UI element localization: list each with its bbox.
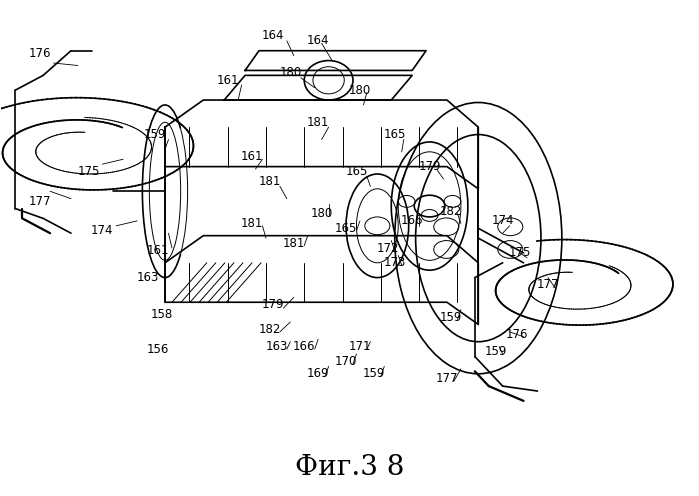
Text: 177: 177 [537, 278, 559, 292]
Text: 182: 182 [258, 323, 280, 336]
Text: 161: 161 [240, 150, 264, 163]
Text: 156: 156 [147, 343, 169, 356]
Text: 180: 180 [349, 84, 371, 97]
Text: 166: 166 [401, 214, 424, 227]
Text: 172: 172 [377, 242, 399, 254]
Text: 176: 176 [505, 328, 528, 341]
Text: 177: 177 [29, 194, 51, 208]
Text: 181: 181 [282, 237, 305, 249]
Text: 163: 163 [136, 271, 159, 284]
Text: 169: 169 [307, 367, 329, 380]
Text: 163: 163 [265, 340, 287, 353]
Text: 175: 175 [509, 247, 531, 259]
Text: 166: 166 [293, 340, 315, 353]
Text: 165: 165 [384, 128, 406, 141]
Text: 159: 159 [363, 367, 385, 380]
Text: 180: 180 [310, 207, 333, 220]
Text: 175: 175 [77, 165, 99, 178]
Text: 180: 180 [279, 66, 301, 79]
Text: 181: 181 [258, 175, 280, 188]
Text: 181: 181 [307, 116, 329, 129]
Text: 164: 164 [307, 34, 329, 47]
Text: 174: 174 [491, 214, 514, 227]
Text: 179: 179 [418, 160, 441, 173]
Text: 174: 174 [91, 224, 114, 237]
Text: 159: 159 [143, 128, 166, 141]
Text: 173: 173 [384, 256, 406, 269]
Text: 158: 158 [150, 308, 173, 321]
Text: Фиг.3 8: Фиг.3 8 [295, 454, 404, 481]
Text: 170: 170 [335, 355, 357, 368]
Text: 171: 171 [349, 340, 371, 353]
Text: 161: 161 [147, 244, 169, 257]
Text: 159: 159 [484, 345, 507, 358]
Text: 159: 159 [439, 310, 461, 323]
Text: 161: 161 [217, 74, 239, 87]
Text: 179: 179 [261, 298, 284, 311]
Text: 181: 181 [241, 217, 264, 230]
Text: 165: 165 [335, 222, 357, 235]
Text: 177: 177 [435, 372, 459, 385]
Text: 164: 164 [261, 29, 284, 43]
Text: 176: 176 [29, 47, 51, 60]
Text: 182: 182 [439, 204, 461, 218]
Text: 165: 165 [345, 165, 368, 178]
